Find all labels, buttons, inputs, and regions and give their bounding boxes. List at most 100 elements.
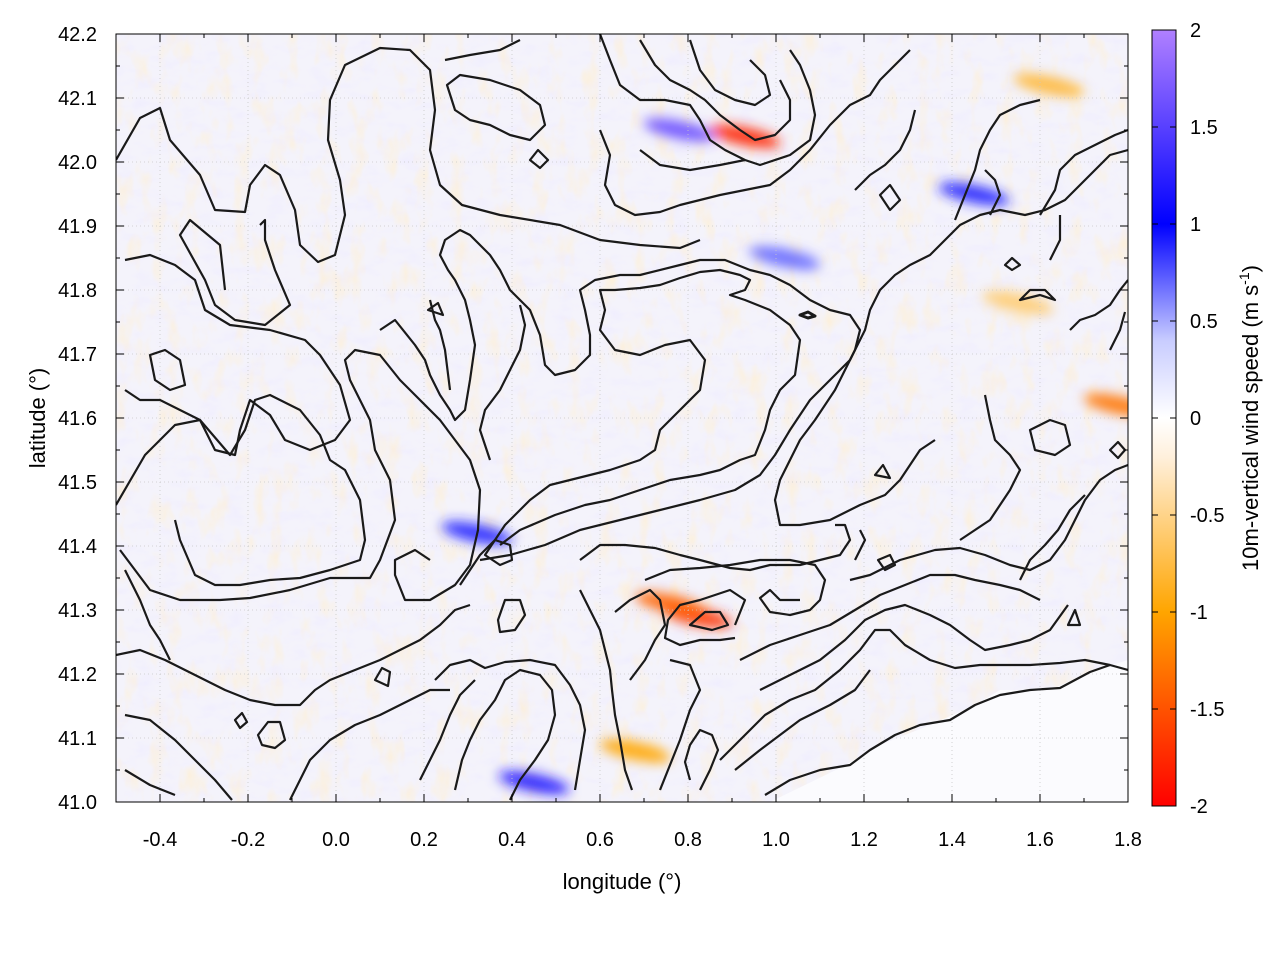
wind-anomaly: [643, 118, 715, 142]
x-tick-label: -0.2: [231, 829, 265, 851]
x-tick-labels: -0.4 -0.2 0.0 0.2 0.4 0.6 0.8 1.0 1.2 1.4 1.6 1.8: [143, 829, 1142, 851]
contour-line: [798, 310, 817, 320]
contour-line: [873, 463, 892, 480]
x-tick-label: 0.0: [322, 829, 350, 851]
contour-line: [1049, 215, 1062, 261]
contour-line: [528, 148, 550, 170]
y-tick-label: 41.0: [58, 792, 97, 814]
axis-ticks: [115, 33, 1129, 803]
colorbar-tick-label: -1.5: [1190, 699, 1224, 721]
highlight-layer: [441, 73, 1128, 795]
colorbar-tick-label: -2: [1190, 796, 1208, 818]
wind-anomaly: [938, 182, 1010, 206]
contour-line: [739, 573, 1041, 661]
colorbar-label: 10m-vertical wind speed (m s-1): [1236, 265, 1263, 571]
y-tick-label: 42.0: [58, 152, 97, 174]
colorbar-tick-labels: -2 -1.5 -1 -0.5 0 0.5 1 1.5 2: [1190, 20, 1224, 818]
sea-area: [770, 660, 1128, 802]
x-tick-label: 0.4: [498, 829, 526, 851]
y-tick-label: 41.6: [58, 408, 97, 430]
contour-line: [1109, 311, 1127, 351]
colorbar-label-sup: -1: [1236, 272, 1252, 285]
contour-line: [644, 558, 827, 617]
x-tick-label: 0.6: [586, 829, 614, 851]
contour-line: [734, 669, 871, 771]
contour-line: [373, 666, 392, 688]
contour-line: [116, 46, 701, 264]
y-tick-label: 41.1: [58, 728, 97, 750]
contour-line: [639, 149, 746, 172]
y-tick-label: 41.5: [58, 472, 97, 494]
contour-line: [479, 148, 1128, 562]
contour-line: [1003, 256, 1022, 272]
x-tick-label: 0.8: [674, 829, 702, 851]
x-tick-label: 1.2: [850, 829, 878, 851]
contour-line: [483, 538, 514, 567]
contour-line: [598, 49, 911, 217]
contour-line: [764, 663, 1111, 796]
contour-line: [683, 728, 720, 791]
colorbar-tick-label: -0.5: [1190, 505, 1224, 527]
y-tick-labels: 41.0 41.1 41.2 41.3 41.4 41.5 41.6 41.7 41.8 41.9…: [58, 24, 97, 814]
x-tick-label: 1.0: [762, 829, 790, 851]
contour-line: [434, 658, 587, 791]
wind-anomaly: [982, 291, 1054, 315]
x-axis-label: longitude (°): [563, 869, 682, 894]
contour-line: [233, 711, 249, 730]
contour-line: [878, 183, 902, 212]
contour-line: [379, 228, 936, 527]
colorbar-ticks: [1152, 29, 1176, 807]
colorbar-label-end: ): [1238, 265, 1263, 272]
wind-anomaly: [1013, 73, 1085, 97]
wind-anomaly: [599, 739, 671, 763]
contour-line: [658, 658, 702, 791]
wind-anomaly: [709, 124, 781, 148]
y-tick-label: 41.3: [58, 600, 97, 622]
colorbar-tick-label: 0.5: [1190, 311, 1218, 333]
contour-line: [639, 39, 792, 142]
contour-line: [496, 598, 527, 634]
contour-line: [445, 73, 547, 142]
y-tick-label: 42.1: [58, 88, 97, 110]
y-tick-label: 41.8: [58, 280, 97, 302]
contour-line: [1028, 418, 1072, 457]
contour-line: [759, 603, 1069, 691]
contour-line: [719, 628, 1128, 761]
wind-anomaly: [635, 592, 706, 616]
contour-line: [1019, 494, 1086, 581]
x-tick-label: -0.4: [143, 829, 177, 851]
contour-line: [854, 109, 917, 191]
contour-line: [959, 394, 1022, 541]
contour-line: [598, 34, 817, 167]
contour-line: [876, 553, 897, 572]
contour-line: [1039, 128, 1128, 216]
contour-line: [614, 588, 667, 681]
contour-line: [124, 769, 176, 797]
contour-line: [459, 268, 802, 586]
contour-line: [663, 588, 747, 647]
x-tick-label: 0.2: [410, 829, 438, 851]
terrain-contours: [116, 34, 1128, 801]
y-tick-label: 41.4: [58, 536, 97, 558]
contour-line: [854, 529, 867, 561]
y-tick-label: 42.2: [58, 24, 97, 46]
contour-line: [124, 569, 171, 661]
contour-line: [1066, 608, 1082, 627]
contour-line: [688, 39, 772, 107]
y-tick-label: 41.7: [58, 344, 97, 366]
x-tick-label: 1.4: [938, 829, 966, 851]
contour-line: [444, 39, 521, 62]
contour-line: [849, 463, 1128, 582]
contour-line: [426, 301, 445, 317]
contour-line: [419, 679, 476, 781]
colorbar-tick-label: 1: [1190, 214, 1201, 236]
contour-line: [453, 668, 557, 801]
x-tick-label: 1.6: [1026, 829, 1054, 851]
wind-anomaly: [1083, 393, 1128, 417]
contour-line: [428, 299, 452, 391]
contour-line: [148, 348, 187, 392]
y-axis-label: latitude (°): [25, 368, 50, 469]
colorbar-tick-label: 1.5: [1190, 117, 1218, 139]
wind-anomaly: [749, 246, 821, 270]
